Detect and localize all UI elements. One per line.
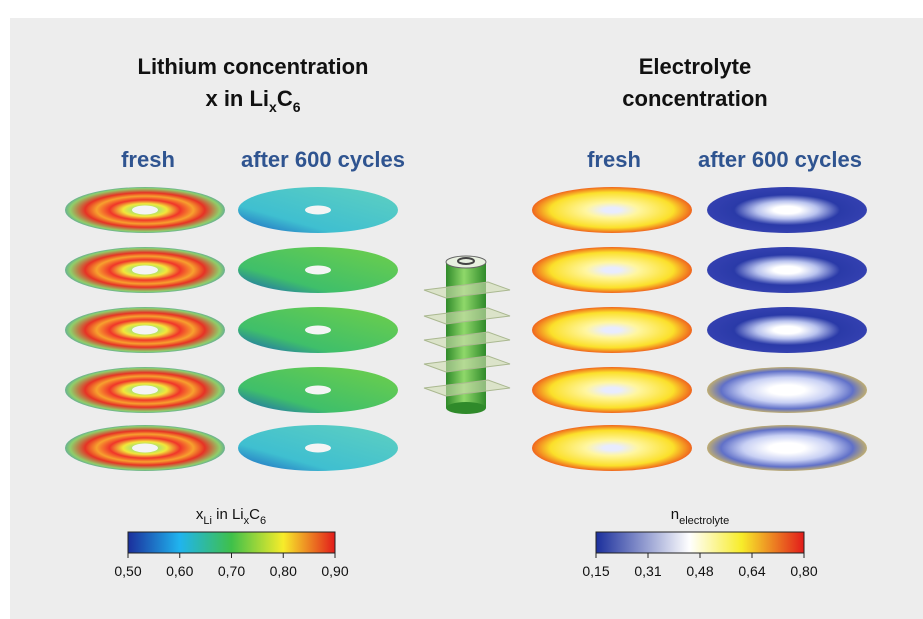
tick-label: 0,70 [218,563,245,579]
disc-hole [305,206,331,215]
disc [707,187,867,233]
disc [532,367,692,413]
disc [707,367,867,413]
disc-hole [132,386,158,395]
disc [532,247,692,293]
disc-hole [132,266,158,275]
subscript: x [269,99,277,115]
disc-hole [132,326,158,335]
column-label: fresh [121,147,175,172]
text: n [671,506,679,523]
disc-hole [305,326,331,335]
disc [707,307,867,353]
tick-label: 0,31 [634,563,661,579]
disc [707,247,867,293]
disc-hole [132,206,158,215]
tick-label: 0,64 [738,563,765,579]
text: in Li [212,506,244,523]
tick-label: 0,80 [270,563,297,579]
colorbar [128,532,335,553]
tick-label: 0,50 [114,563,141,579]
disc [532,307,692,353]
column-label: fresh [587,147,641,172]
left-title: Lithium concentration [138,54,369,79]
tick-label: 0,15 [582,563,609,579]
disc-hole [305,386,331,395]
text: C [249,506,260,523]
disc-hole [305,266,331,275]
subscript: electrolyte [679,515,729,527]
subscript: Li [203,515,212,527]
column-label: after 600 cycles [241,147,405,172]
disc [532,187,692,233]
disc-hole [305,444,331,453]
right-title: concentration [622,86,767,111]
subscript: 6 [260,515,266,527]
left-title-formula: x in LixC6 [205,86,300,115]
text: x in Li [205,86,269,111]
subscript: 6 [293,99,301,115]
tick-label: 0,80 [790,563,817,579]
tick-label: 0,60 [166,563,193,579]
column-label: after 600 cycles [698,147,862,172]
figure: Lithium concentration x in LixC6 Electro… [0,0,923,619]
colorbar [596,532,804,553]
disc-hole [132,444,158,453]
disc [532,425,692,471]
tick-label: 0,48 [686,563,713,579]
text: C [277,86,293,111]
disc [707,425,867,471]
tick-label: 0,90 [321,563,348,579]
right-title: Electrolyte [639,54,752,79]
